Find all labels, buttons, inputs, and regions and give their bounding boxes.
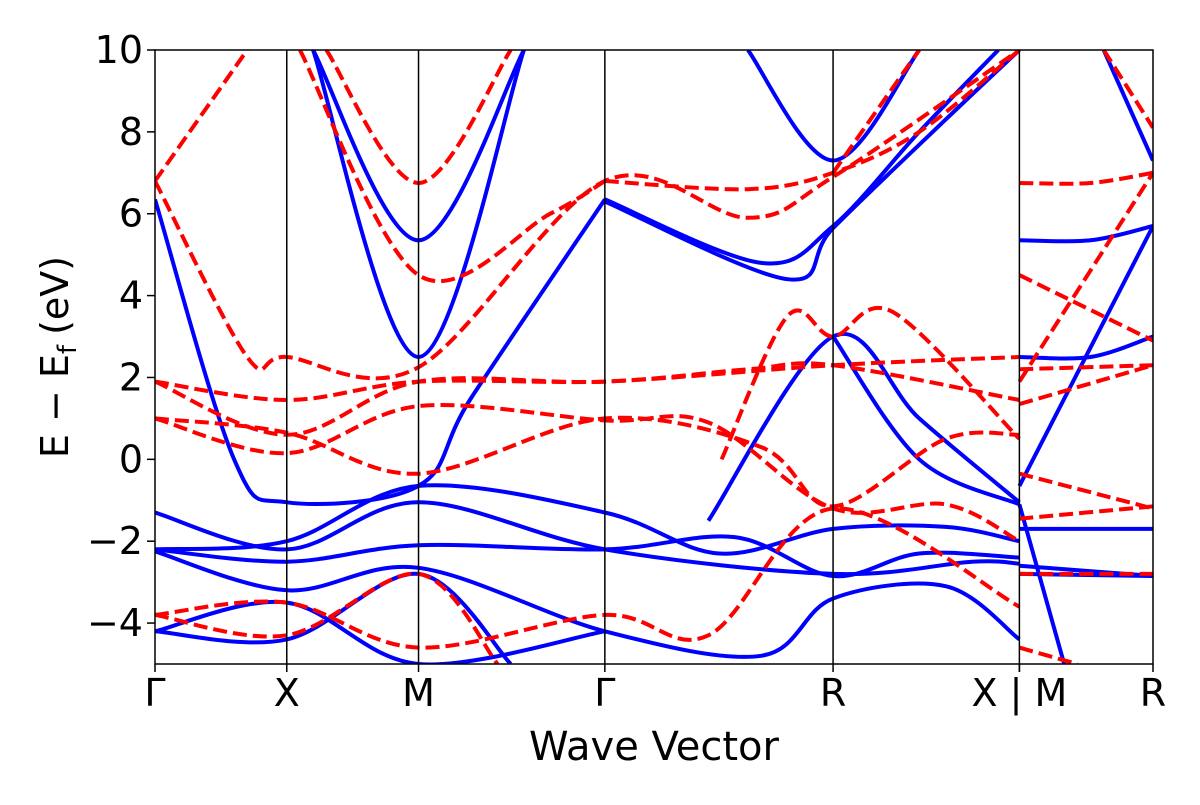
x-tick-label: X bbox=[274, 671, 300, 715]
dashed-band-34 bbox=[831, 50, 921, 174]
y-tick-label: 2 bbox=[119, 355, 143, 399]
dashed-band-29 bbox=[298, 50, 606, 284]
y-tick-label: 10 bbox=[95, 28, 143, 72]
y-tick-label: 6 bbox=[119, 192, 143, 236]
x-tick-label: R bbox=[820, 671, 846, 715]
band-lines bbox=[155, 50, 1153, 664]
solid-band-4 bbox=[155, 599, 606, 664]
y-axis-ticks: 10 8 6 4 2 0 −2 −4 bbox=[87, 28, 155, 645]
solid-band-6 bbox=[155, 198, 607, 507]
high-symmetry-lines bbox=[286, 50, 1021, 664]
y-axis-label-unit: (eV) bbox=[33, 256, 77, 335]
dashed-band-33 bbox=[155, 571, 500, 664]
solid-band-12 bbox=[831, 335, 1021, 507]
dashed-band-30 bbox=[155, 50, 249, 183]
dashed-band-25 bbox=[155, 415, 1020, 509]
y-tick-label: 8 bbox=[119, 110, 143, 154]
x-tick-label: Γ bbox=[594, 671, 615, 715]
solid-band-0 bbox=[155, 483, 1020, 556]
dashed-band-27 bbox=[604, 50, 1021, 192]
dashed-band-40 bbox=[1019, 504, 1153, 521]
solid-band-3 bbox=[155, 549, 1021, 659]
x-tick-label: X | M bbox=[971, 671, 1067, 716]
dashed-band-39 bbox=[1018, 471, 1153, 511]
solid-band-21 bbox=[1101, 50, 1153, 162]
dashed-band-26 bbox=[155, 50, 1021, 381]
x-tick-label: R bbox=[1140, 671, 1166, 715]
y-axis-label-main: E − E bbox=[33, 354, 77, 458]
dashed-band-44 bbox=[1102, 50, 1153, 129]
y-tick-label: −4 bbox=[87, 601, 143, 645]
dashed-band-23 bbox=[155, 355, 1020, 437]
dashed-band-35 bbox=[1019, 170, 1153, 186]
y-axis-label: E − Ef (eV) bbox=[33, 256, 83, 458]
plot-frame bbox=[154, 49, 1154, 665]
y-axis-label-sub: f bbox=[53, 344, 83, 354]
x-axis-ticks: Γ X M Γ R X | M R bbox=[144, 664, 1166, 716]
x-tick-label: Γ bbox=[144, 671, 165, 715]
dashed-band-36 bbox=[1018, 273, 1153, 343]
x-axis-label: Wave Vector bbox=[529, 724, 780, 770]
dashed-band-32 bbox=[155, 506, 1021, 650]
x-tick-label: M bbox=[402, 671, 435, 715]
solid-band-13 bbox=[706, 332, 1021, 522]
solid-band-2 bbox=[155, 534, 1020, 579]
dashed-band-42 bbox=[1018, 645, 1078, 664]
y-tick-label: 4 bbox=[119, 274, 143, 318]
solid-band-16 bbox=[1017, 225, 1153, 487]
y-tick-label: 0 bbox=[119, 437, 143, 481]
y-tick-label: −2 bbox=[87, 519, 143, 563]
dashed-band-38 bbox=[1018, 363, 1153, 407]
solid-band-14 bbox=[1019, 224, 1153, 244]
dashed-band-43 bbox=[1017, 171, 1153, 383]
dashed-band-31 bbox=[719, 305, 1021, 461]
dashed-band-37 bbox=[1019, 363, 1153, 372]
